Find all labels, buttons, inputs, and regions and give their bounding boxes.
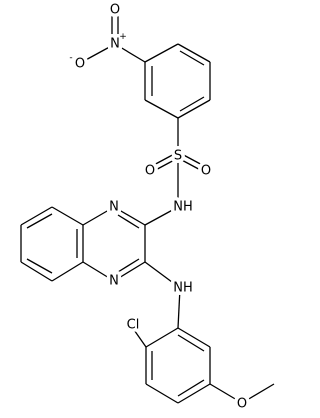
atom-label: O <box>201 164 211 179</box>
atom-label: S <box>174 149 182 164</box>
atom-label: O <box>237 397 247 412</box>
molecule-diagram: O - N + O S O O NH N N NH Cl O <box>20 0 275 415</box>
atom-label: N <box>109 274 119 289</box>
atom-charge: + <box>119 32 127 42</box>
atom-label: O <box>75 57 85 72</box>
atom-label: NH <box>173 281 193 296</box>
atom-charge: - <box>69 53 72 63</box>
atom-label: Cl <box>127 318 140 333</box>
atom-label: N <box>110 37 120 52</box>
bonds <box>20 12 275 404</box>
atom-label: NH <box>173 200 193 215</box>
atom-label: O <box>110 3 120 18</box>
atom-label: O <box>145 164 155 179</box>
atom-label: N <box>109 200 119 215</box>
atom-labels: O - N + O S O O NH N N NH Cl O <box>68 0 251 415</box>
